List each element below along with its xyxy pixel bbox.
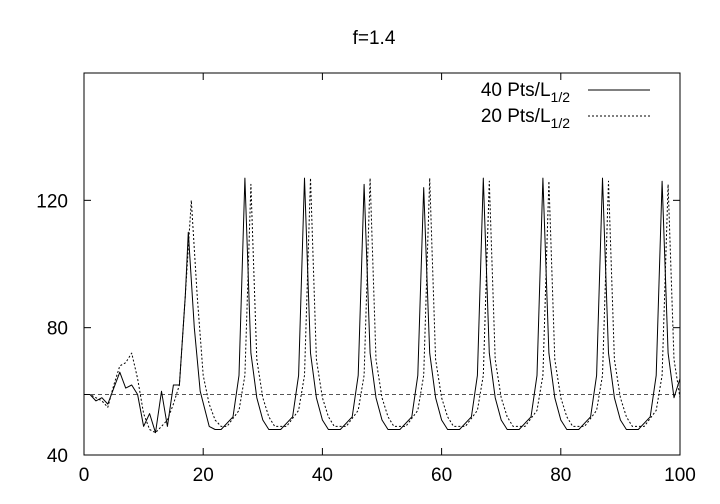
legend: 40 Pts/L1/2 20 Pts/L1/2 (481, 80, 650, 131)
x-tick-label: 20 (193, 465, 214, 486)
series-line-40pts (84, 177, 681, 434)
y-tick-label: 120 (36, 191, 68, 212)
y-tick-label: 40 (47, 446, 68, 467)
series-group (84, 177, 681, 434)
axes: 0 20 40 60 80 100 40 80 120 (36, 73, 696, 486)
x-tick-label: 100 (664, 465, 696, 486)
plot-frame (83, 72, 681, 456)
legend-label-40pts: 40 Pts/L1/2 (481, 80, 570, 105)
x-tick-label: 0 (79, 465, 90, 486)
x-tick-label: 60 (431, 465, 452, 486)
y-tick-label: 80 (47, 319, 68, 340)
series-line-20pts (84, 177, 681, 434)
x-tick-label: 80 (550, 465, 571, 486)
x-tick-label: 40 (312, 465, 333, 486)
chart-title: f=1.4 (353, 28, 396, 49)
legend-label-20pts: 20 Pts/L1/2 (481, 106, 570, 131)
